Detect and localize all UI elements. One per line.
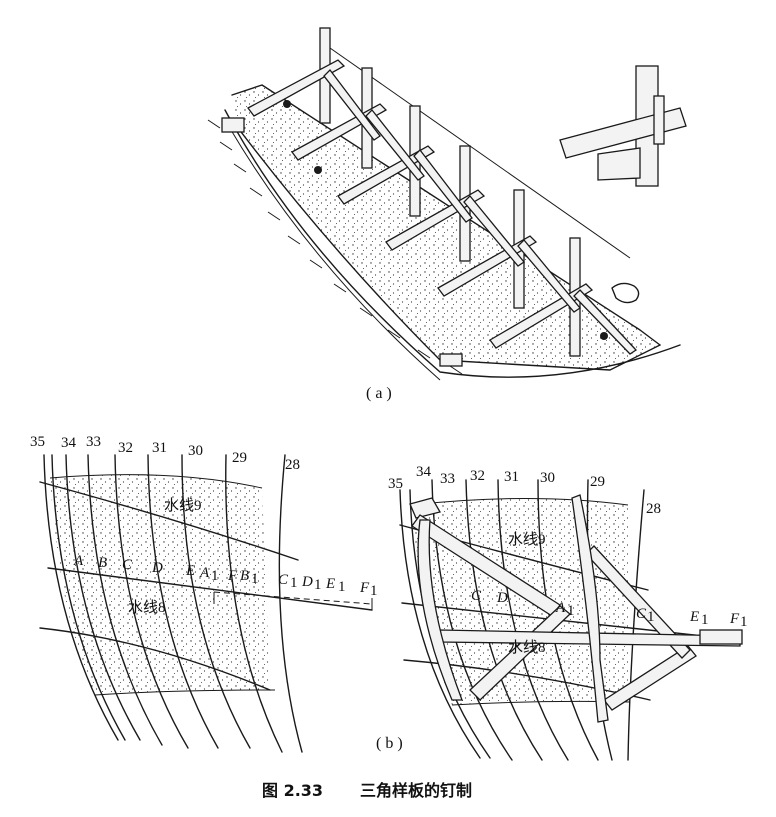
point-label: A [555, 600, 566, 616]
frame-label: 34 [416, 464, 432, 480]
point-label: C [278, 572, 289, 588]
frame-label: 32 [470, 468, 485, 484]
waterline-label: 水线8 [128, 599, 166, 616]
joint-detail [559, 65, 687, 187]
hull-plate [232, 85, 660, 370]
template-frames [247, 27, 637, 357]
frame-label: 33 [86, 434, 101, 450]
frame-label: 29 [232, 450, 247, 466]
subscript: 1 [251, 571, 259, 587]
ground-hatching [207, 119, 463, 375]
point-label: D [301, 574, 313, 590]
subscript: 1 [290, 575, 298, 591]
subscript: 1 [701, 612, 709, 628]
point-label: C [471, 588, 482, 604]
point-label: D [151, 560, 163, 576]
point-label: D [496, 590, 508, 606]
frame-label: 31 [504, 469, 519, 485]
point-label: A [73, 553, 84, 569]
subscript: 1 [211, 568, 219, 584]
frame-label: 28 [285, 457, 300, 473]
point-label: C [636, 606, 647, 622]
point-label: C [122, 557, 133, 573]
panel-b-label: ( b ) [376, 735, 403, 752]
point-label: F [729, 611, 740, 627]
waterline-label: 水线9 [508, 531, 546, 548]
subscript: 1 [567, 603, 575, 619]
subscript: 1 [647, 609, 655, 625]
point-label: E [689, 609, 699, 625]
frame-label: 30 [540, 470, 555, 486]
frame-label: 29 [590, 474, 605, 490]
subscript: 1 [338, 579, 346, 595]
point-label: F [227, 568, 238, 584]
frame-label: 34 [61, 435, 77, 451]
point-label: F [359, 580, 370, 596]
frame-label: 31 [152, 440, 167, 456]
subscript: 1 [370, 583, 378, 599]
point-label: E [325, 576, 335, 592]
waterline-label: 水线9 [164, 497, 202, 514]
point-label: A [199, 565, 210, 581]
frame-label: 28 [646, 501, 661, 517]
subscript: 1 [314, 577, 322, 593]
frame-label: 32 [118, 440, 133, 456]
frame-label: 33 [440, 471, 455, 487]
frame-lines-left [43, 454, 303, 753]
panel-a-illustration [207, 27, 687, 381]
point-label: B [240, 568, 249, 584]
panel-a-label: ( a ) [366, 385, 392, 402]
figure-number: 图 2.33 [262, 781, 323, 800]
figure-caption: 三角样板的钉制 [360, 781, 472, 800]
panel-b-left-diagram [39, 454, 373, 753]
point-label: E [185, 563, 195, 579]
frame-label: 35 [388, 476, 403, 492]
panel-b-right-diagram [399, 479, 743, 761]
point-label: B [98, 555, 107, 571]
frame-label: 30 [188, 443, 203, 459]
subscript: 1 [740, 614, 748, 630]
frame-label: 35 [30, 434, 45, 450]
waterline-label: 水线8 [508, 639, 546, 656]
template-battens [409, 494, 743, 723]
